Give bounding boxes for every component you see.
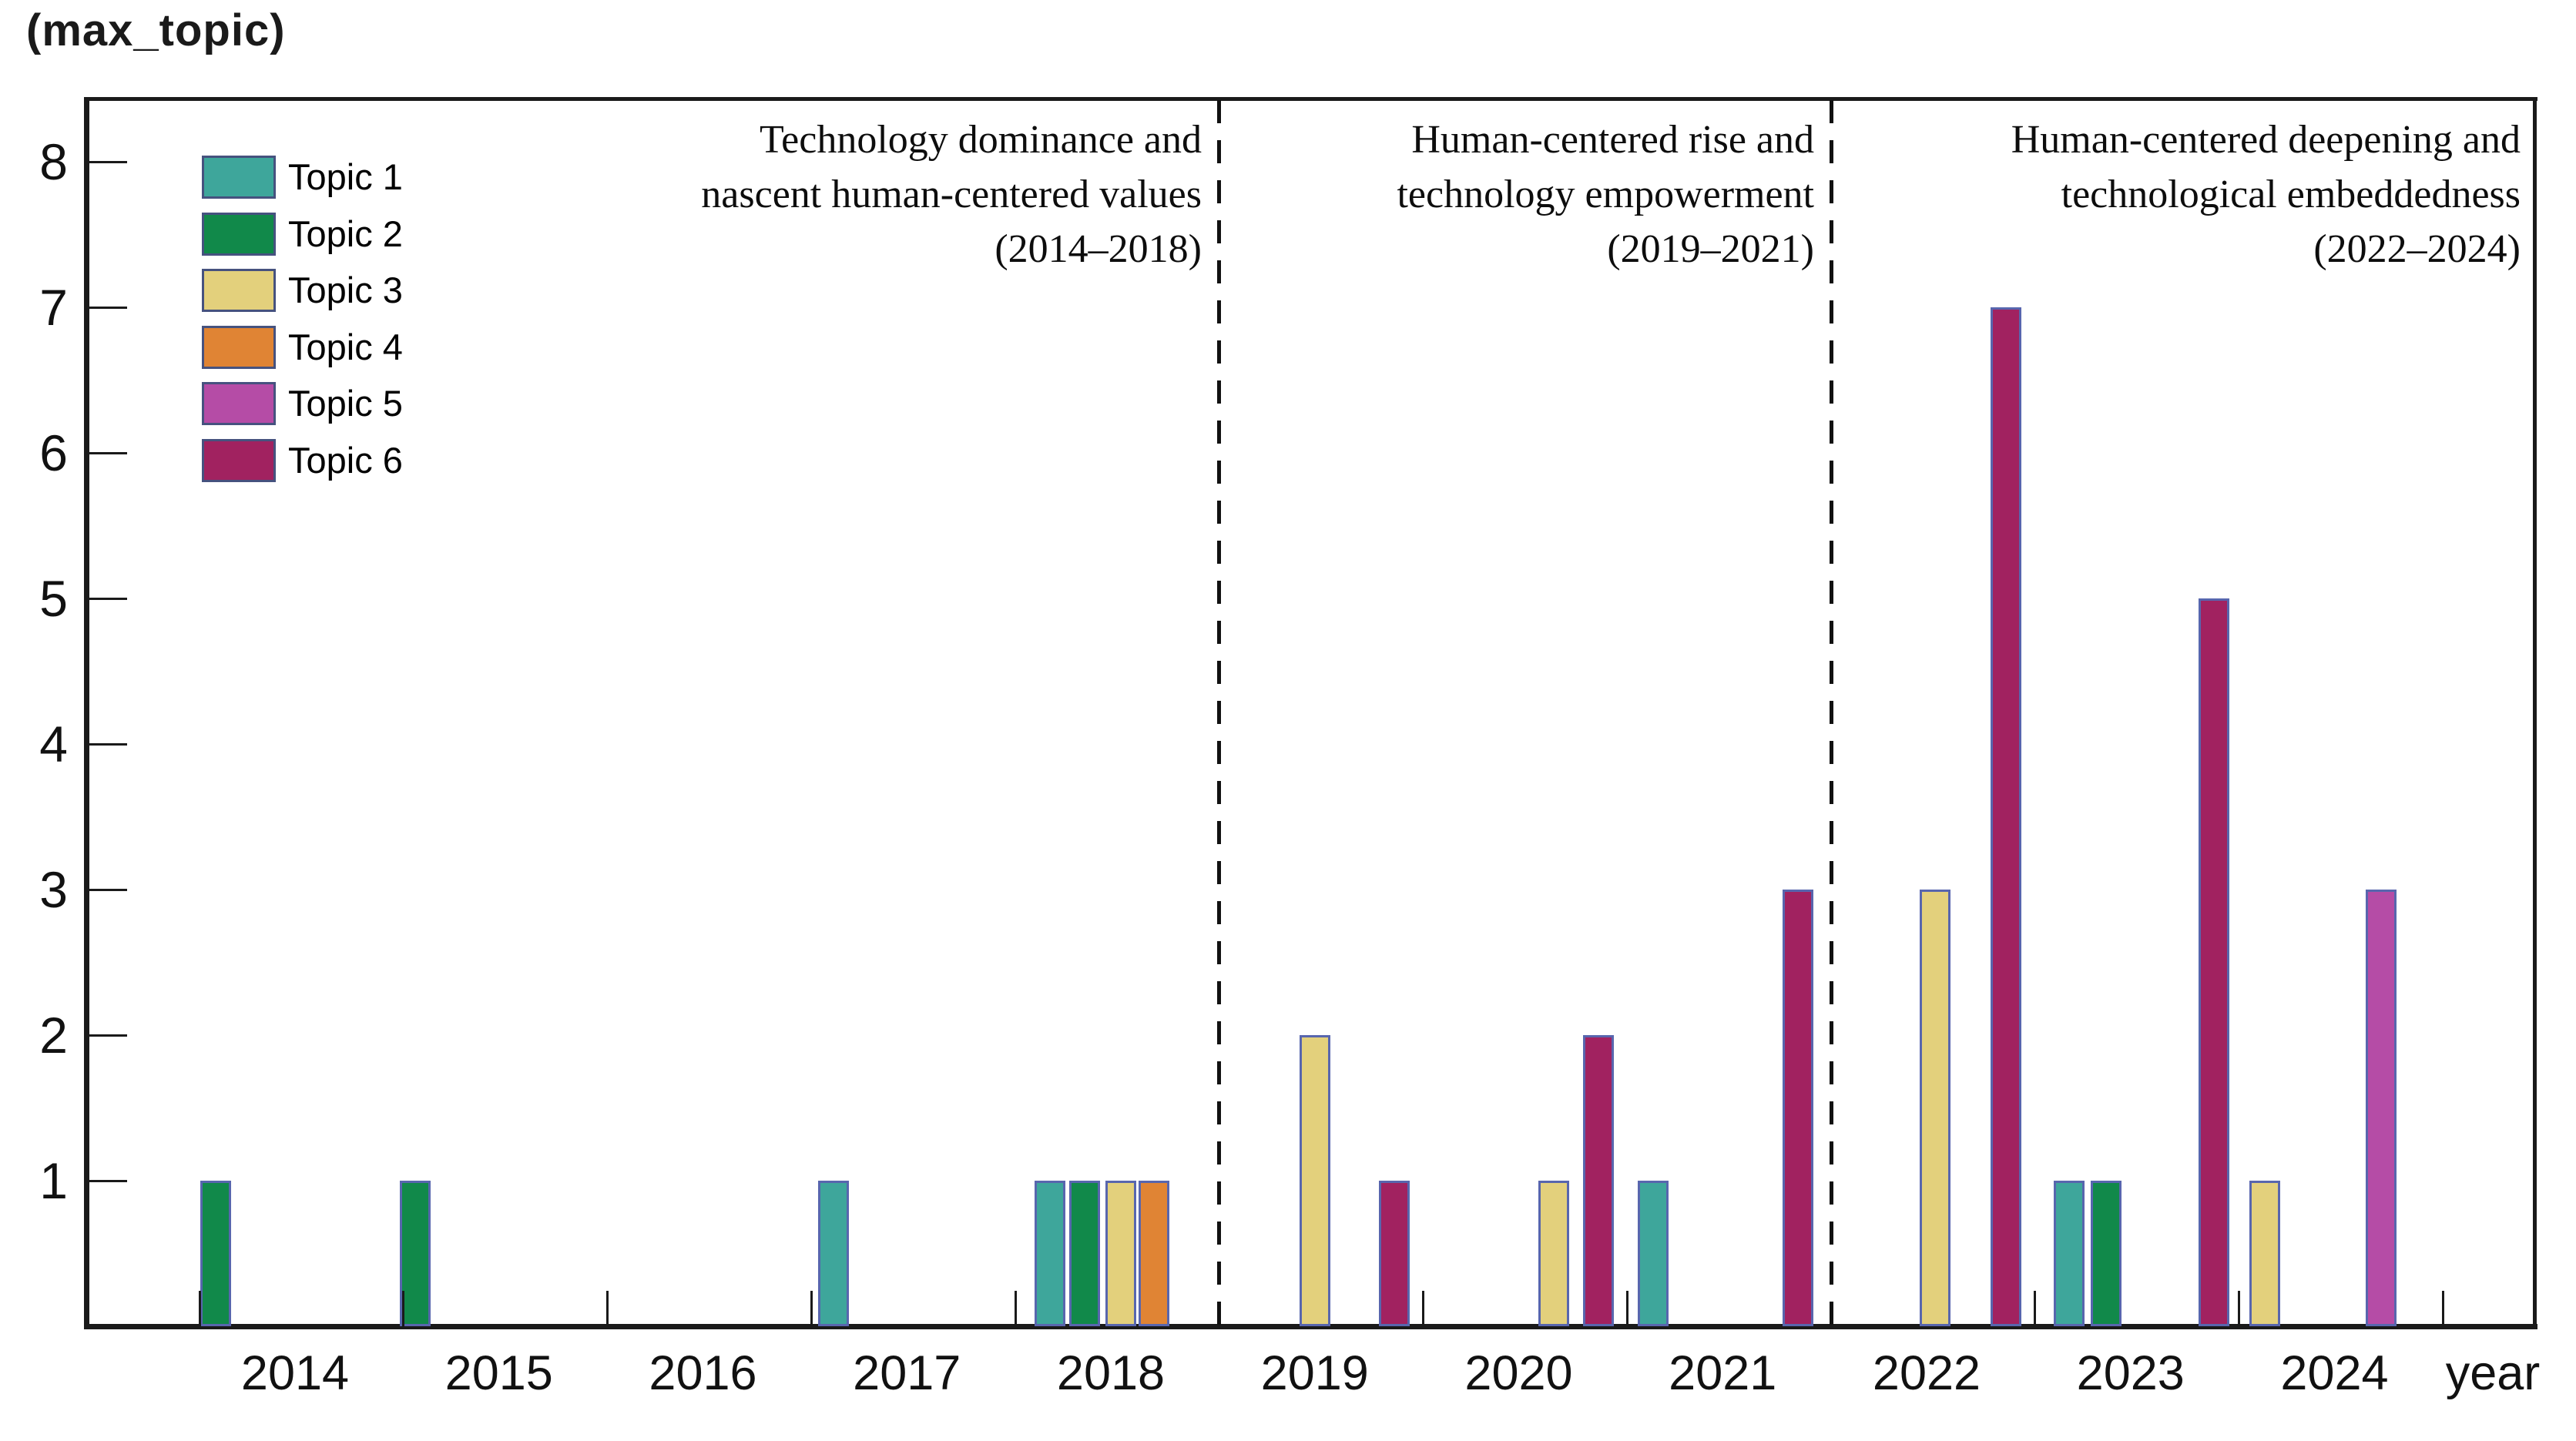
y-tick [87,598,127,600]
period-title-line: technological embeddedness [2061,173,2521,216]
y-tick [87,1034,127,1037]
period-title-line: Human-centered deepening and [2011,118,2521,162]
legend-swatch-topic-1 [202,156,276,199]
y-tick-label: 8 [39,133,68,190]
legend-label: Topic 3 [288,270,403,310]
x-axis-label: year [2445,1346,2541,1400]
bar-topic-1-year-2017 [817,1181,849,1326]
bar-topic-6-year-2023 [2199,598,2230,1326]
legend-label: Topic 4 [288,326,403,367]
legend-swatch-topic-2 [202,212,276,256]
plot-border-right [2533,97,2537,1329]
period-title-3: Human-centered deepening and technologica… [1527,112,2521,276]
bar-topic-1-year-2021 [1638,1181,1669,1326]
bar-topic-2-year-2015 [400,1181,431,1326]
period-title-line: nascent human-centered values [701,173,1202,216]
period-title-line: (2019–2021) [1607,227,1814,271]
bar-topic-5-year-2024 [2366,890,2397,1326]
y-tick-label: 1 [39,1152,68,1209]
y-axis-line [84,97,89,1329]
x-year-label: 2017 [853,1346,961,1400]
legend-swatch-topic-5 [202,382,276,425]
x-year-label: 2020 [1464,1346,1573,1400]
period-title-line: (2014–2018) [995,227,1202,271]
period-title-2: Human-centered rise and technology empowe… [820,112,1814,276]
y-tick-label: 7 [39,279,68,336]
x-year-label: 2021 [1669,1346,1777,1400]
x-year-label: 2014 [240,1346,350,1400]
legend-label: Topic 6 [288,439,403,481]
x-year-label: 2022 [1872,1346,1981,1400]
legend-swatch-topic-6 [202,438,276,482]
y-tick-label: 4 [39,715,68,772]
y-tick [87,452,127,454]
x-boundary-tick [1422,1291,1425,1326]
bar-topic-3-year-2022 [1919,890,1950,1326]
x-boundary-tick [2034,1291,2037,1326]
y-tick-label: 3 [39,861,68,918]
bar-topic-2-year-2023 [2090,1181,2122,1326]
y-tick-label: 5 [39,570,68,627]
bar-topic-3-year-2018 [1105,1181,1137,1326]
x-boundary-tick [810,1291,813,1326]
x-boundary-tick [606,1291,609,1326]
legend-label: Topic 1 [288,156,403,197]
bar-topic-3-year-2020 [1538,1181,1569,1326]
period-title-line: Technology dominance and [760,118,1202,162]
x-boundary-tick [2441,1291,2444,1326]
x-year-label: 2016 [649,1346,757,1400]
y-tick [87,889,127,891]
x-year-label: 2019 [1260,1346,1369,1400]
x-year-label: 2023 [2076,1346,2185,1400]
period-divider-line [1829,100,1833,1326]
period-title-line: Human-centered rise and [1411,118,1814,162]
bar-topic-1-year-2018 [1034,1181,1065,1326]
bar-topic-4-year-2018 [1138,1181,1169,1326]
x-boundary-tick [1625,1291,1628,1326]
bar-topic-6-year-2022 [1991,307,2022,1326]
bar-topic-3-year-2024 [2249,1181,2281,1326]
y-axis-title: (max_topic) [26,5,286,55]
y-tick [87,307,127,309]
x-boundary-tick [1014,1291,1017,1326]
legend-label: Topic 5 [288,383,403,424]
plot-area: Topic 1 Topic 2 Topic 3 Topic 4 Topic 5 Topic… [39,97,2540,1400]
bar-topic-6-year-2021 [1783,890,1814,1326]
period-title-line: (2022–2024) [2313,227,2521,271]
x-year-label: 2018 [1056,1346,1166,1400]
legend-swatch-topic-4 [202,325,276,369]
x-boundary-tick [198,1291,201,1326]
period-divider-line [1217,100,1222,1326]
y-tick [87,743,127,746]
y-tick-label: 2 [39,1007,68,1064]
bar-topic-2-year-2018 [1068,1181,1100,1326]
period-title-1: Technology dominance and nascent human-ce… [208,112,1202,276]
bar-topic-1-year-2023 [2054,1181,2085,1326]
bar-topic-3-year-2019 [1299,1035,1330,1326]
plot-border-top [84,97,2537,101]
legend-label: Topic 2 [288,213,403,254]
x-axis-line [84,1324,2537,1329]
y-tick [87,1180,127,1182]
x-boundary-tick [402,1291,405,1326]
bar-topic-6-year-2020 [1582,1035,1614,1326]
x-boundary-tick [2238,1291,2241,1326]
period-title-line: technology empowerment [1397,173,1814,216]
x-year-label: 2015 [444,1346,553,1400]
y-tick [87,161,127,163]
legend-swatch-topic-3 [202,269,276,312]
bar-topic-6-year-2019 [1379,1181,1410,1326]
x-year-label: 2024 [2280,1346,2389,1400]
y-tick-label: 6 [39,424,68,481]
bar-topic-2-year-2014 [200,1181,231,1326]
